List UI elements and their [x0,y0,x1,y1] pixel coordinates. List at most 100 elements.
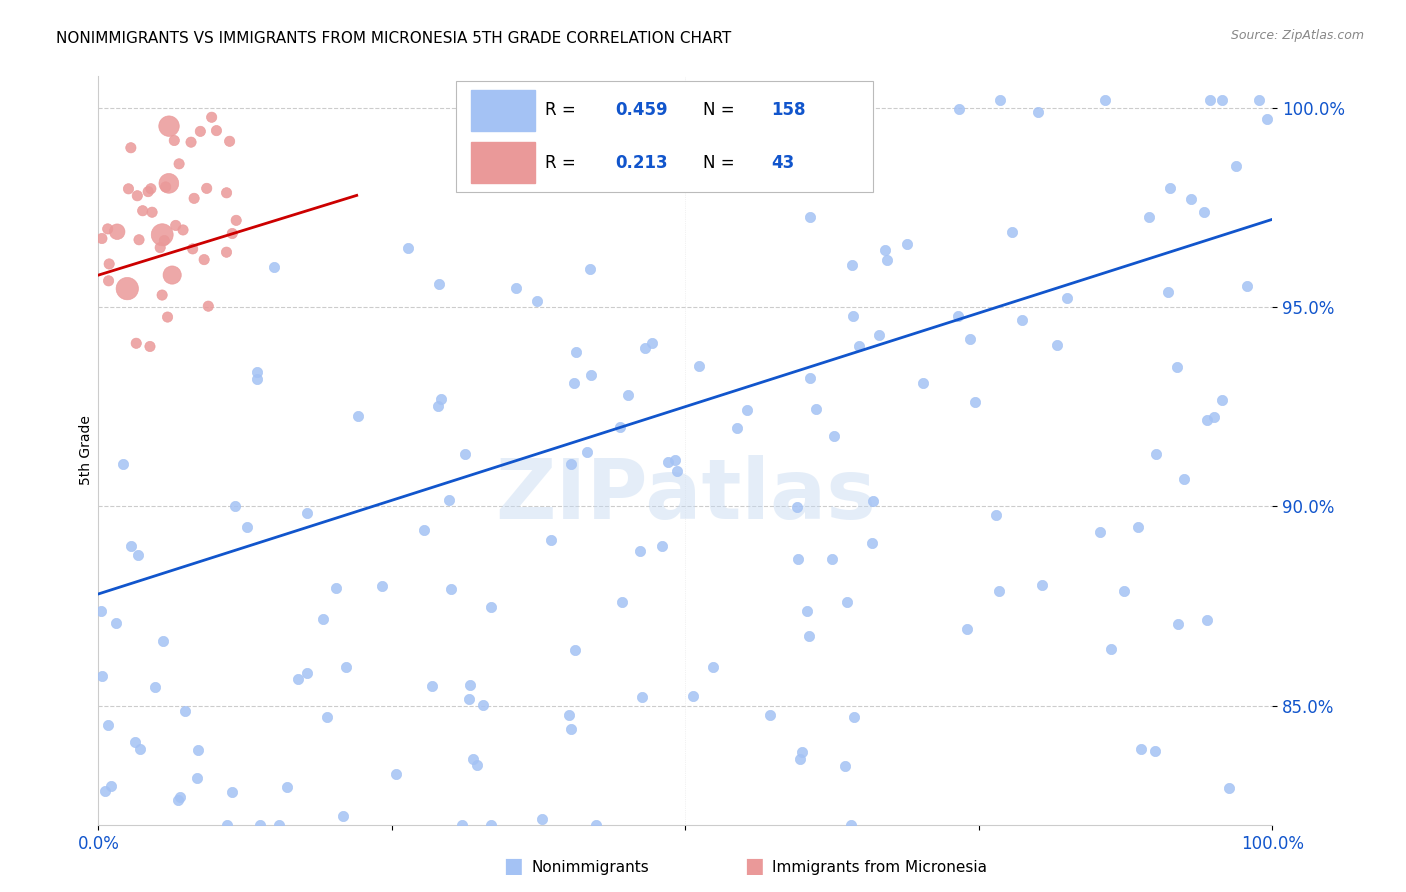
Point [187,743,209,757]
Point [564,643,586,657]
Point [631,690,654,705]
Point [157,119,180,133]
Point [127,188,149,202]
Point [1167,616,1189,631]
Text: Source: ZipAtlas.com: Source: ZipAtlas.com [1230,29,1364,42]
Point [104,615,127,630]
Point [125,336,148,351]
Point [1001,226,1024,240]
Point [540,533,562,548]
Point [90,231,112,245]
Point [128,233,150,247]
Point [427,399,450,413]
Point [628,543,651,558]
Point [834,759,856,773]
Point [195,181,218,195]
Point [139,182,162,196]
Point [465,758,488,772]
Point [155,180,177,194]
Point [664,452,686,467]
Point [699,120,721,134]
Point [1211,392,1233,407]
Point [150,227,173,242]
Bar [457,81,873,192]
Point [156,310,179,324]
Point [183,191,205,205]
Point [796,603,818,617]
Point [316,710,339,724]
Point [1195,613,1218,627]
Point [529,168,551,182]
Point [236,520,259,534]
Point [948,309,970,323]
Point [1137,210,1160,224]
Point [312,612,335,626]
Point [896,237,918,252]
Point [97,718,120,732]
Point [172,223,194,237]
Point [714,160,737,174]
Point [1197,413,1219,427]
Point [1046,338,1069,352]
Point [463,752,485,766]
Point [799,371,821,385]
Point [988,584,1011,599]
Point [276,780,298,794]
Point [1211,93,1233,107]
Point [835,595,858,609]
Point [157,177,180,191]
Point [862,536,884,550]
Point [188,124,211,138]
Point [873,244,896,258]
Point [841,818,863,832]
Text: R =: R = [544,153,581,171]
Point [218,134,240,148]
Point [1031,578,1053,592]
Point [246,372,269,386]
Point [163,134,186,148]
Point [371,579,394,593]
Point [530,812,553,826]
Point [1192,205,1215,219]
Point [111,457,134,471]
Text: R =: R = [544,102,581,120]
Point [269,818,291,832]
Point [1236,279,1258,293]
Point [117,182,139,196]
Point [797,629,820,643]
Point [1028,105,1050,120]
Point [295,666,318,681]
Point [124,735,146,749]
Point [225,213,247,227]
Point [201,110,224,124]
Point [437,492,460,507]
Point [105,225,128,239]
Point [396,241,419,255]
Point [91,669,114,683]
Point [657,455,679,469]
Point [1225,159,1247,173]
Point [688,359,710,374]
Point [186,771,208,785]
Point [848,339,870,353]
Point [197,299,219,313]
Point [98,257,121,271]
Point [823,429,845,443]
Point [1218,781,1240,796]
Point [617,388,640,402]
Point [325,581,347,595]
Point [862,494,884,508]
Point [128,741,150,756]
Point [1198,93,1220,107]
Point [984,508,1007,522]
Point [263,260,285,275]
Bar [471,142,536,183]
Point [181,242,204,256]
Point [585,818,607,832]
Text: N =: N = [703,102,740,120]
Point [526,293,548,308]
Point [735,403,758,417]
Point [287,672,309,686]
Point [479,818,502,832]
Point [759,707,782,722]
